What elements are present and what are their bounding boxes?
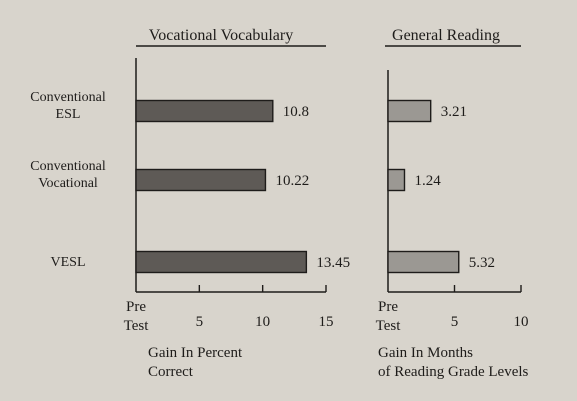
x-axis-title: Gain In Months [378, 345, 473, 361]
x-tick-label: Pre [378, 299, 398, 315]
bar [135, 250, 308, 274]
x-axis-title: of Reading Grade Levels [378, 364, 529, 380]
value-label: 10.8 [283, 104, 309, 120]
chart-title: General Reading [392, 27, 500, 44]
category-label: ESL [56, 107, 81, 122]
x-tick-label: Test [124, 318, 150, 334]
x-tick-label: 10 [514, 314, 529, 330]
x-tick-label: 15 [319, 314, 334, 330]
value-label: 1.24 [414, 173, 441, 189]
bar [135, 99, 274, 123]
x-axis-title: Correct [148, 364, 194, 380]
category-label: Vocational [38, 176, 98, 191]
x-axis-title: Gain In Percent [148, 345, 243, 361]
bar [387, 99, 432, 123]
value-label: 5.32 [469, 255, 495, 271]
x-tick-label: 10 [255, 314, 270, 330]
category-label: VESL [51, 255, 86, 270]
x-tick-label: 5 [451, 314, 459, 330]
category-label: Conventional [30, 90, 106, 105]
value-label: 3.21 [441, 104, 467, 120]
category-label: Conventional [30, 159, 106, 174]
bar [387, 168, 406, 192]
x-tick-label: 5 [196, 314, 204, 330]
x-tick-label: Test [376, 318, 402, 334]
value-label: 10.22 [275, 173, 309, 189]
bar [387, 250, 460, 274]
value-label: 13.45 [316, 255, 350, 271]
chart-title: Vocational Vocabulary [149, 27, 293, 44]
bar [135, 168, 267, 192]
x-tick-label: Pre [126, 299, 146, 315]
